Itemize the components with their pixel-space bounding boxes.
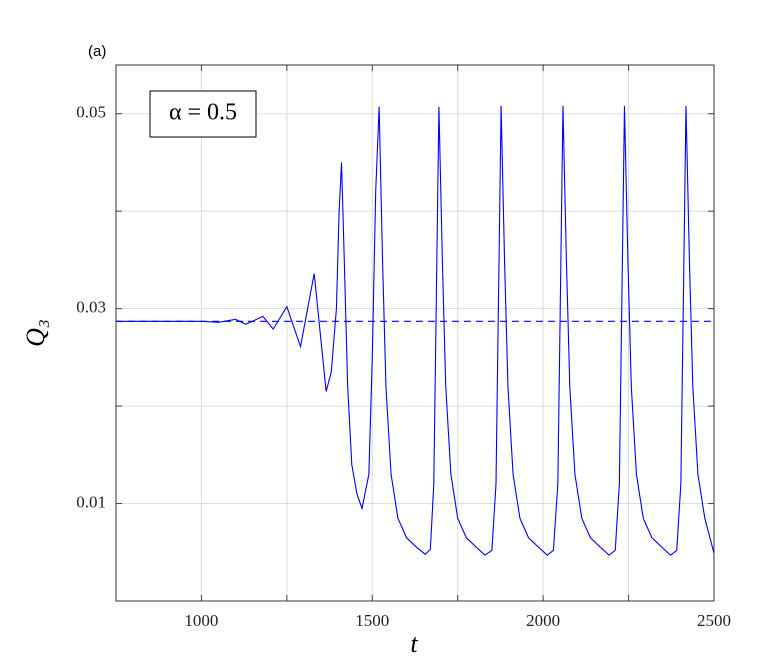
x-tick-label: 1500 xyxy=(355,611,389,630)
annotation: α = 0.5 xyxy=(169,100,237,126)
data-line xyxy=(116,105,715,556)
y-tick-label: 0.01 xyxy=(76,492,106,511)
x-tick-label: 2500 xyxy=(697,611,731,630)
y-axis-label: Q₃ xyxy=(21,319,50,347)
x-tick-label: 2000 xyxy=(526,611,560,630)
y-tick-label: 0.05 xyxy=(76,103,106,122)
plot-frame xyxy=(115,64,715,602)
x-tick-label: 1000 xyxy=(184,611,218,630)
panel-label: (a) xyxy=(88,43,106,60)
y-tick-label: 0.03 xyxy=(76,298,106,317)
annotation-box xyxy=(149,90,257,138)
x-axis-label: t xyxy=(410,629,418,658)
